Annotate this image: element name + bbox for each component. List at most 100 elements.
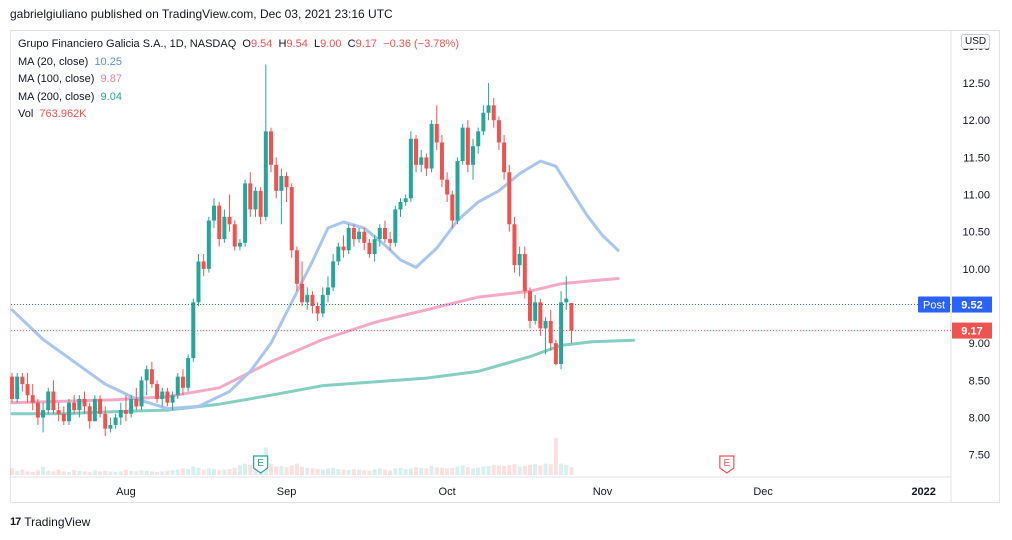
volume-bar (144, 470, 149, 475)
volume-bar (502, 466, 507, 475)
last-value-bg (952, 322, 992, 339)
y-tick-label: 10.50 (962, 227, 990, 239)
volume-bar (98, 471, 103, 475)
volume-bar (460, 465, 465, 475)
volume-bar (149, 471, 154, 475)
volume-bar (191, 466, 196, 475)
volume-bar (351, 469, 356, 475)
candle-body (87, 406, 92, 422)
candle-body (98, 398, 103, 414)
volume-bar (253, 467, 258, 475)
candle-body (227, 216, 232, 225)
candle-body (269, 131, 273, 165)
earnings-marker-label: E (257, 458, 264, 469)
volume-bar (336, 469, 341, 475)
legend-ma200-value: 9.04 (100, 90, 122, 103)
volume-bar (341, 469, 346, 475)
candle-body (429, 123, 434, 169)
volume-bar (196, 467, 201, 475)
candle-body (434, 123, 439, 143)
volume-bar (20, 469, 25, 475)
candle-body (481, 112, 486, 132)
volume-bar (243, 463, 248, 475)
candle-body (92, 398, 97, 422)
legend-c-label: C (347, 38, 356, 50)
candle-body (196, 261, 201, 303)
candle-body (222, 216, 227, 240)
volume-bar (129, 470, 134, 475)
volume-bar (25, 471, 30, 475)
candle-body (388, 239, 393, 243)
volume-bar (300, 466, 305, 475)
candle-body (155, 384, 160, 399)
candle-body (279, 175, 284, 191)
y-tick-label: 11.50 (963, 152, 990, 164)
ma20-line (10, 159, 620, 411)
candle-body (528, 291, 532, 321)
candle-body (320, 294, 325, 314)
volume-bar (66, 472, 71, 475)
candle-body (134, 398, 139, 407)
candle-body (496, 120, 501, 143)
candle-body (403, 198, 408, 202)
volume-bar (248, 464, 253, 475)
candle-body (51, 391, 56, 411)
volume-bar (310, 468, 315, 475)
candle-body (569, 303, 574, 331)
candle-body (108, 424, 113, 429)
volume-bar (160, 471, 165, 475)
candle-body (20, 376, 25, 385)
volume-bar (92, 470, 97, 475)
volume-bar (559, 463, 564, 475)
candle-body (346, 227, 351, 251)
candle-body (471, 146, 476, 165)
candle-body (160, 391, 165, 399)
y-tick-label: 12.50 (962, 78, 990, 90)
candle-body (419, 157, 424, 165)
candle-body (10, 376, 14, 399)
x-tick-label: Dec (753, 486, 773, 498)
volume-bar (362, 470, 367, 475)
footer-brand[interactable]: 17 TradingView (10, 515, 90, 529)
post-value-bg (952, 296, 992, 313)
candle-body (424, 157, 429, 169)
volume-bar (377, 468, 382, 475)
ma100-line (10, 277, 620, 405)
legend-vol-label: Vol (18, 108, 34, 120)
volume-bar (77, 470, 82, 475)
volume-bar (274, 466, 279, 475)
volume-bar (227, 469, 232, 475)
candle-body (300, 283, 305, 303)
candle-body (305, 294, 310, 303)
currency-button[interactable]: USD (961, 34, 991, 49)
candle-body (465, 127, 470, 165)
candle-body (533, 302, 538, 321)
candle-body (491, 105, 496, 121)
volume-bar (471, 468, 476, 475)
volume-bar (414, 467, 419, 475)
volume-bar (528, 464, 532, 475)
candle-body (522, 254, 527, 292)
volume-bar (170, 470, 175, 475)
candle-body (129, 398, 134, 414)
x-tick-label: 2022 (911, 486, 935, 498)
last-value-label: 9.17 (961, 326, 982, 338)
volume-bar (217, 470, 222, 475)
candle-body (538, 302, 543, 329)
volume-bar (398, 467, 403, 475)
volume-bar (294, 463, 299, 475)
volume-bar (476, 467, 481, 475)
candle-body (476, 131, 481, 147)
volume-bar (41, 466, 46, 475)
volume-bar (429, 466, 434, 475)
candle-body (325, 287, 330, 295)
volume-bar (175, 469, 180, 475)
volume-bar (372, 469, 377, 475)
y-tick-label: 9.00 (969, 338, 990, 350)
candle-body (512, 224, 517, 266)
volume-bar (450, 467, 455, 475)
x-tick-label: Nov (593, 486, 613, 498)
candle-body (450, 194, 455, 221)
candle-body (144, 369, 149, 381)
